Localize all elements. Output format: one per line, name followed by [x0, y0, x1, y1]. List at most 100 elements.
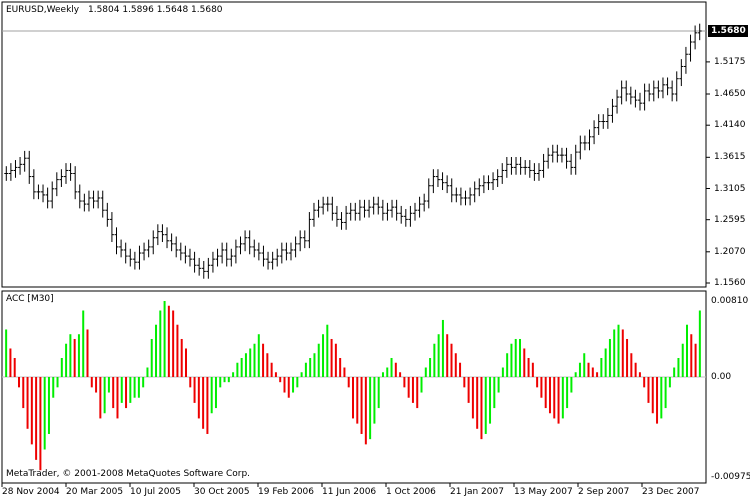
price-bar: [362, 199, 367, 218]
price-bar: [514, 157, 519, 175]
price-bar: [146, 239, 151, 258]
price-bar: [330, 196, 335, 221]
price-bar: [426, 178, 431, 209]
indicator-title: ACC [M30]: [6, 294, 54, 304]
price-bar: [261, 245, 266, 267]
price-bar: [302, 230, 307, 249]
price-bar: [109, 212, 114, 243]
price-bar: [550, 144, 555, 163]
price-bar: [633, 89, 638, 108]
price-bar: [385, 202, 390, 221]
price-bar: [82, 193, 87, 212]
last-price-tag-bg: [708, 25, 748, 37]
time-axis-label: 10 Jul 2005: [130, 487, 181, 497]
acc-histogram-group: [5, 300, 701, 471]
time-axis-label: 23 Dec 2007: [642, 487, 700, 497]
price-bar: [155, 224, 160, 246]
price-bar: [601, 114, 606, 129]
price-bar: [647, 83, 652, 102]
price-bar: [523, 160, 528, 175]
price-bar: [132, 251, 137, 270]
price-bar: [536, 163, 541, 181]
price-bar: [435, 169, 440, 187]
price-bar: [233, 239, 238, 264]
price-bar: [348, 202, 353, 221]
price-bar: [325, 196, 330, 212]
time-axis-label: 2 Sep 2007: [578, 487, 630, 497]
price-bar: [440, 172, 445, 191]
price-bar: [422, 193, 427, 212]
indicator-axis-label: 0.00: [711, 372, 732, 382]
price-bar: [573, 144, 578, 175]
price-bar: [13, 160, 18, 178]
price-bar: [477, 178, 482, 197]
price-bar: [316, 199, 321, 218]
price-bar: [293, 236, 298, 258]
last-price-tag: 1.5680: [711, 26, 746, 36]
price-bar: [224, 242, 229, 267]
price-bar: [642, 83, 647, 111]
axis-ticks-group: [1, 61, 710, 487]
price-bar: [367, 199, 372, 218]
price-bar: [298, 230, 303, 252]
price-bar: [624, 80, 629, 102]
price-bar: [123, 242, 128, 264]
price-bar: [73, 166, 78, 200]
price-bar: [679, 59, 684, 87]
time-axis-label: 28 Nov 2004: [2, 487, 60, 497]
price-bar: [275, 248, 280, 267]
price-bar: [137, 245, 142, 270]
price-bar: [54, 172, 59, 197]
price-axis-label: 1.5175: [714, 56, 746, 67]
price-panel-header: EURUSD,Weekly 1.5804 1.5896 1.5648 1.568…: [6, 5, 223, 15]
price-bar: [486, 175, 491, 191]
price-bar: [183, 245, 188, 264]
price-bar: [289, 242, 294, 261]
price-bar: [63, 163, 68, 184]
price-bar: [50, 181, 55, 209]
price-bar: [555, 144, 560, 163]
price-axis-label: 1.1560: [714, 278, 746, 288]
price-bar: [22, 150, 27, 172]
price-bar: [376, 196, 381, 215]
price-bar: [91, 190, 96, 209]
time-axis-label: 30 Oct 2005: [194, 487, 250, 497]
price-bar: [587, 129, 592, 151]
price-bar: [284, 242, 289, 261]
price-bar: [119, 239, 124, 258]
symbol-label: EURUSD,Weekly: [6, 5, 80, 15]
price-bar: [243, 230, 248, 252]
price-bar: [151, 230, 156, 255]
indicator-panel-frame: [1, 290, 707, 484]
price-bar: [169, 233, 174, 252]
price-bar: [197, 257, 202, 276]
price-bar: [532, 163, 537, 181]
price-axis-label: 1.2595: [714, 214, 746, 225]
price-bar: [431, 169, 436, 194]
price-bar: [353, 202, 358, 221]
price-bar: [546, 147, 551, 169]
price-bar: [187, 248, 192, 267]
price-bar: [403, 208, 408, 227]
price-bar: [688, 34, 693, 62]
price-axis-label: 1.3105: [714, 183, 746, 194]
price-bar: [417, 196, 422, 218]
price-bar: [220, 242, 225, 264]
price-bar: [201, 260, 206, 279]
ohlc-values: 1.5804 1.5896 1.5648 1.5680: [87, 5, 223, 15]
price-bar: [307, 212, 312, 249]
time-axis-label: 1 Oct 2006: [386, 487, 436, 497]
price-bar: [564, 147, 569, 169]
price-bar: [68, 163, 73, 181]
price-bar: [59, 169, 64, 187]
price-bar: [481, 175, 486, 194]
price-bar: [541, 153, 546, 178]
price-bar: [615, 89, 620, 114]
price-bar: [674, 71, 679, 102]
price-bar: [399, 205, 404, 224]
price-bar: [270, 251, 275, 270]
price-bar: [27, 150, 32, 184]
price-bar: [114, 227, 119, 255]
